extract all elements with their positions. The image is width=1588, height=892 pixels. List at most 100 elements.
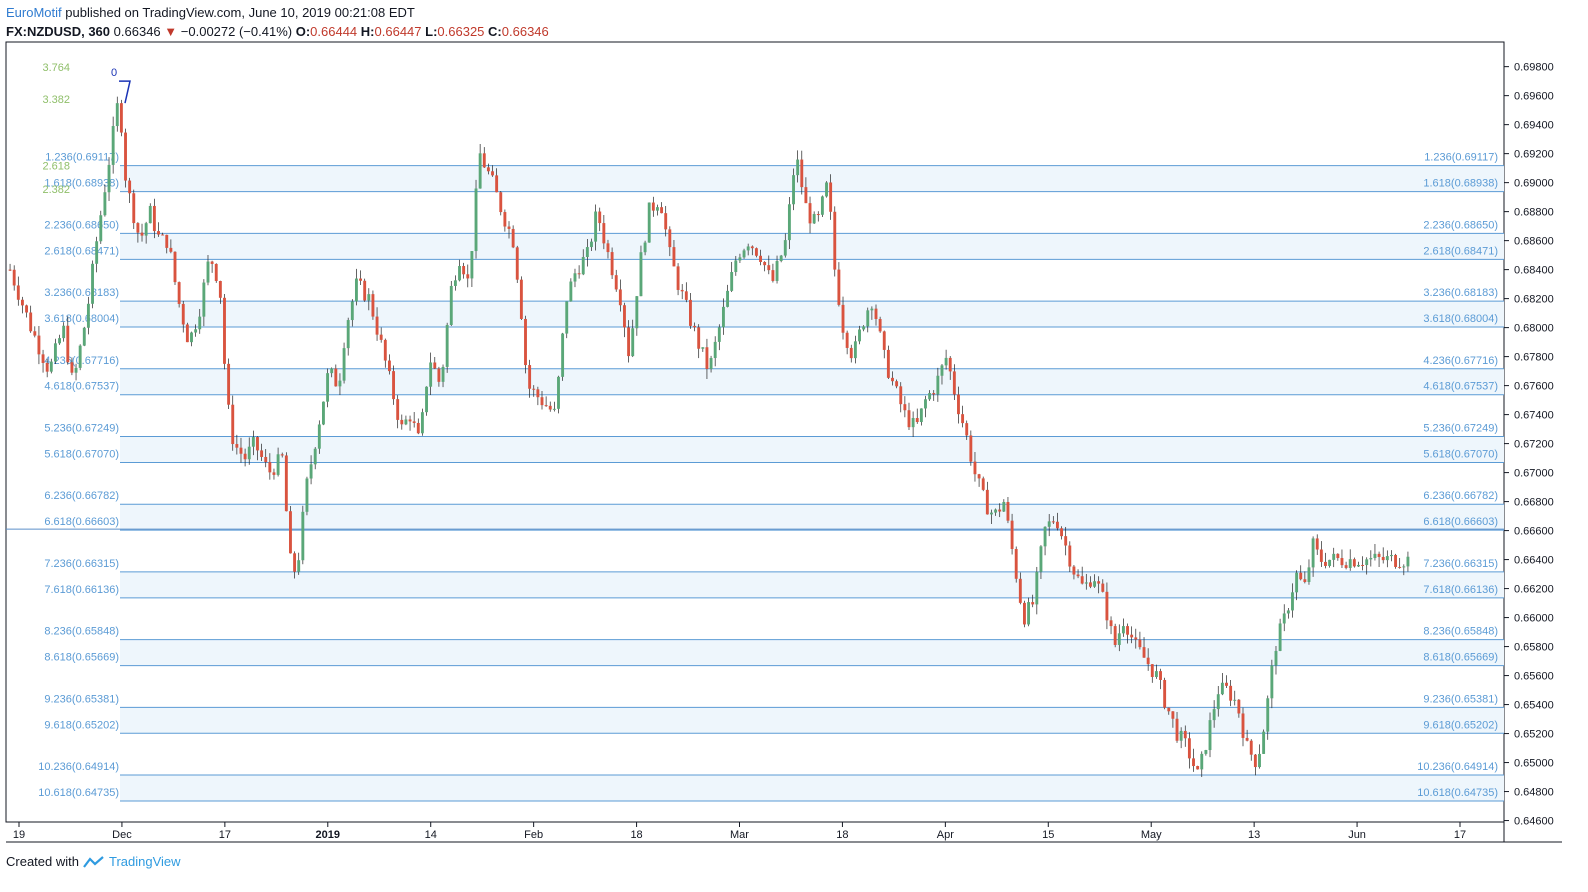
candle-body xyxy=(1146,657,1150,665)
candle-body xyxy=(738,257,742,261)
candle-body xyxy=(660,207,664,214)
candle-body xyxy=(759,255,762,262)
fib-band xyxy=(120,368,1504,395)
candle-body xyxy=(742,250,746,258)
candle-body xyxy=(173,251,177,283)
candle-body xyxy=(1303,579,1307,582)
candle-body xyxy=(1117,633,1121,645)
candle-body xyxy=(1204,750,1208,754)
candle-body xyxy=(1002,501,1006,512)
candle-body xyxy=(1340,558,1344,566)
candle-body xyxy=(1060,528,1064,537)
candle-body xyxy=(1101,583,1105,592)
y-tick-label: 0.65000 xyxy=(1514,758,1554,770)
y-tick-label: 0.69200 xyxy=(1514,149,1554,161)
candle-body xyxy=(1154,671,1158,677)
candle-body xyxy=(866,310,870,327)
fib-level-label-left: 5.236(0.67249) xyxy=(44,422,119,434)
candle-body xyxy=(581,257,585,275)
candle-body xyxy=(981,478,985,490)
x-tick-label: Jun xyxy=(1348,829,1366,841)
candle-body xyxy=(841,304,845,333)
candle-body xyxy=(132,193,136,224)
candle-body xyxy=(383,339,387,361)
candle-body xyxy=(482,153,486,168)
candle-body xyxy=(1278,623,1282,651)
candle-body xyxy=(260,450,264,457)
candle-body xyxy=(1064,536,1068,546)
tradingview-brand[interactable]: TradingView xyxy=(108,854,181,869)
candle-body xyxy=(891,377,894,382)
candle-body xyxy=(825,182,828,197)
candle-body xyxy=(272,472,276,475)
candle-body xyxy=(157,231,160,235)
candle-body xyxy=(882,331,886,350)
candle-body xyxy=(474,188,478,252)
candle-body xyxy=(1398,566,1402,568)
candle-body xyxy=(721,306,725,328)
plot-frame xyxy=(5,41,1505,823)
candle-body xyxy=(1241,713,1245,738)
candle-body xyxy=(1253,754,1257,768)
candle-body xyxy=(808,203,812,224)
fib-level-label-right: 7.618(0.66136) xyxy=(1423,584,1498,596)
candle-body xyxy=(297,560,301,572)
x-tick-label: 18 xyxy=(630,829,642,841)
candle-body xyxy=(45,362,49,372)
candle-body xyxy=(458,266,461,281)
candle-body xyxy=(763,261,767,266)
open-label: O: xyxy=(295,24,311,39)
candle-body xyxy=(1315,538,1319,550)
candle-body xyxy=(961,414,965,424)
candle-body xyxy=(404,419,408,425)
candle-body xyxy=(210,261,214,264)
candle-body xyxy=(169,247,173,252)
candle-body xyxy=(1105,591,1109,621)
candle-body xyxy=(985,489,989,515)
candle-body xyxy=(944,357,948,366)
x-tick-label: 2019 xyxy=(316,829,340,841)
candle-body xyxy=(689,299,692,326)
candle-body xyxy=(412,421,416,423)
candle-body xyxy=(342,348,346,381)
candle-body xyxy=(190,332,193,343)
candle-body xyxy=(1216,694,1220,710)
candle-body xyxy=(420,412,424,434)
fib-band xyxy=(120,775,1504,801)
candle-body xyxy=(62,325,66,339)
candle-body xyxy=(1142,647,1146,658)
y-tick-label: 0.67600 xyxy=(1514,381,1554,393)
fib-band xyxy=(120,165,1504,192)
candle-body xyxy=(676,266,680,290)
candle-body xyxy=(998,509,1002,512)
candle-body xyxy=(103,192,107,216)
extension-level-label: 2.618 xyxy=(42,161,70,173)
last-price: 0.66346 xyxy=(113,24,161,39)
candle-body xyxy=(536,389,540,398)
candle-body xyxy=(37,335,41,355)
candle-body xyxy=(223,297,226,364)
fib-band xyxy=(120,707,1504,734)
fib-band xyxy=(120,233,1504,260)
candle-body xyxy=(330,368,334,374)
x-tick-label: 17 xyxy=(219,829,231,841)
y-tick-label: 0.68000 xyxy=(1514,323,1554,335)
candle-body xyxy=(218,280,222,298)
candle-body xyxy=(317,424,321,449)
fib-level-label-left: 1.236(0.69117) xyxy=(45,152,119,164)
y-tick-label: 0.69800 xyxy=(1514,62,1554,74)
candle-body xyxy=(783,240,787,256)
candle-body xyxy=(610,252,614,276)
low-value: 0.66325 xyxy=(437,24,485,39)
candle-body xyxy=(816,214,820,216)
candle-body xyxy=(1093,581,1096,587)
fib-band xyxy=(120,504,1504,531)
fib-level-label-right: 2.236(0.68650) xyxy=(1423,219,1498,231)
candle-body xyxy=(519,279,523,319)
fib-level-label-right: 3.618(0.68004) xyxy=(1423,313,1498,325)
candle-body xyxy=(524,318,527,366)
candle-body xyxy=(70,362,74,373)
author-link[interactable]: EuroMotif xyxy=(6,5,62,20)
candle-body xyxy=(928,393,932,400)
